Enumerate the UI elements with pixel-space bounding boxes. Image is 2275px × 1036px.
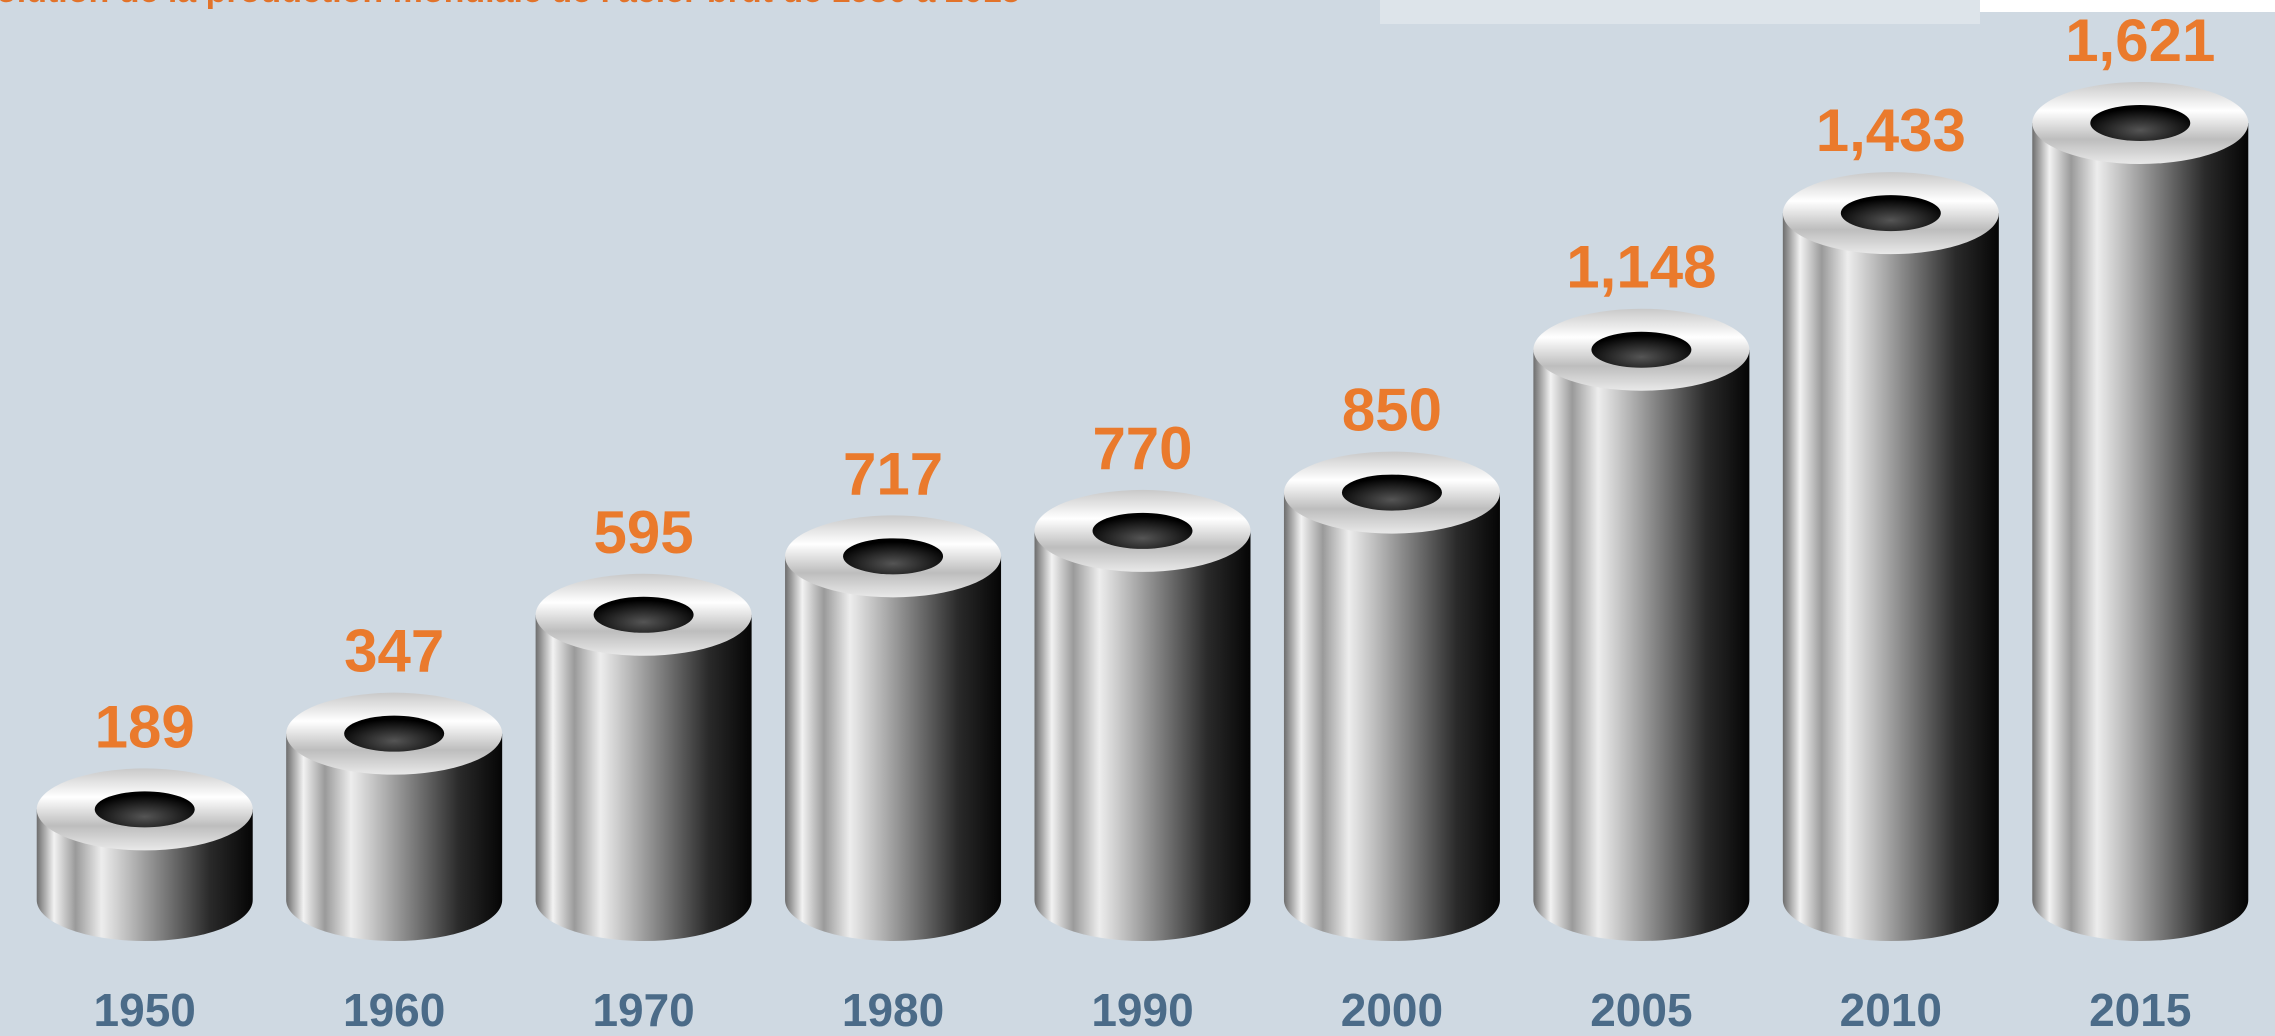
- value-label: 595: [594, 499, 694, 566]
- value-label: 1,433: [1816, 97, 1966, 164]
- bar-hole: [344, 715, 445, 752]
- bar-hole: [94, 791, 195, 828]
- x-tick-label: 2015: [2089, 984, 2191, 1036]
- bar-hole: [2090, 105, 2191, 141]
- bar: [2032, 123, 2249, 941]
- chart-title: olution de la production mondiale de l'a…: [0, 0, 1021, 10]
- value-label: 347: [344, 618, 444, 685]
- x-tick-label: 1960: [343, 984, 445, 1036]
- corner-patch: [1980, 0, 2275, 12]
- bar: [1533, 349, 1750, 941]
- x-tick-label: 2005: [1590, 984, 1692, 1036]
- subtitle-band: [1380, 0, 1980, 24]
- bar-hole: [843, 538, 944, 575]
- value-label: 850: [1342, 377, 1442, 444]
- bar: [1034, 530, 1251, 941]
- x-tick-label: 1990: [1091, 984, 1193, 1036]
- bar: [1283, 492, 1500, 941]
- bar-hole: [593, 596, 694, 633]
- value-label: 717: [843, 440, 943, 507]
- value-label: 1,621: [2065, 7, 2215, 74]
- bar: [535, 614, 752, 941]
- value-label: 189: [95, 693, 195, 760]
- x-tick-label: 2000: [1341, 984, 1443, 1036]
- bar-hole: [1341, 474, 1442, 511]
- x-tick-label: 1950: [94, 984, 196, 1036]
- bar-hole: [1092, 512, 1193, 549]
- x-tick-label: 1970: [592, 984, 694, 1036]
- bar: [286, 733, 503, 941]
- bar-hole: [1840, 195, 1941, 232]
- bar-hole: [1591, 331, 1692, 368]
- bar: [785, 556, 1002, 941]
- value-label: 770: [1092, 415, 1192, 482]
- bar: [1782, 213, 1999, 941]
- value-label: 1,148: [1566, 234, 1716, 301]
- x-tick-label: 1980: [842, 984, 944, 1036]
- x-tick-label: 2010: [1840, 984, 1942, 1036]
